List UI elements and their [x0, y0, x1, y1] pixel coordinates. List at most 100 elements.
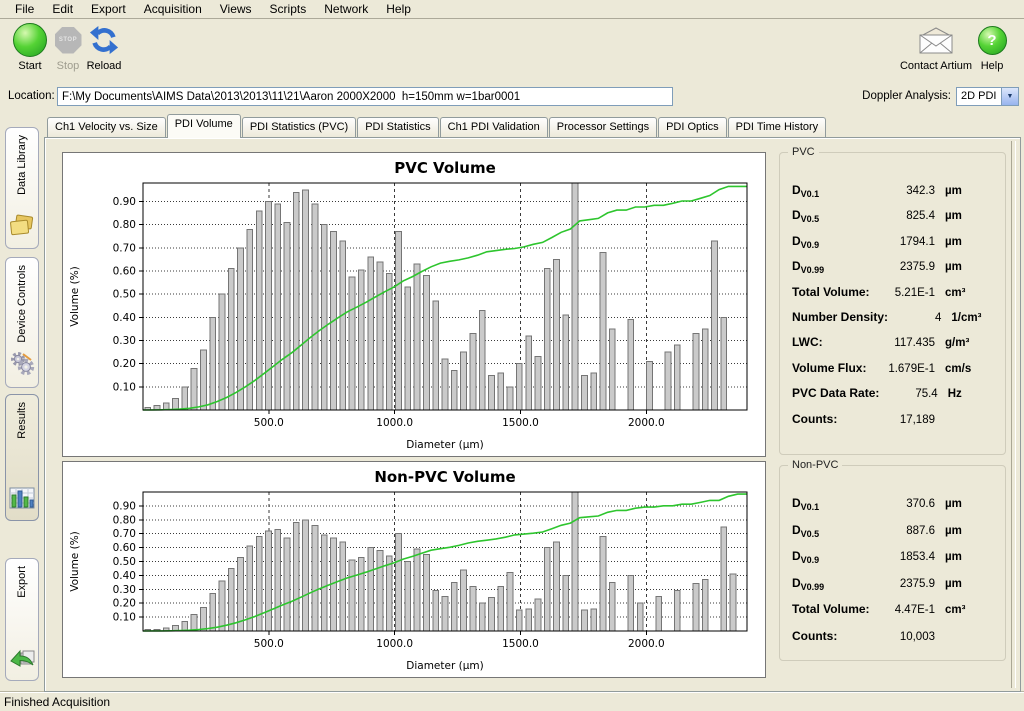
location-input[interactable] [57, 87, 673, 106]
stat-label: DV0.9 [792, 549, 873, 565]
stat-value: 1794.1 [873, 236, 935, 248]
toolbar: Start STOP Stop Reload [0, 20, 1024, 82]
doppler-analysis-label: Doppler Analysis: [775, 90, 951, 102]
svg-text:Diameter (µm): Diameter (µm) [406, 439, 483, 451]
stat-row: Number Density:41/cm³ [792, 310, 991, 335]
stat-value: 2375.9 [873, 261, 935, 273]
stat-row: Volume Flux:1.679E-1cm/s [792, 361, 991, 386]
tab-pdi-optics[interactable]: PDI Optics [658, 117, 727, 138]
stat-label: DV0.9 [792, 234, 873, 250]
stat-row: DV0.992375.9µm [792, 576, 991, 603]
svg-text:0.40: 0.40 [113, 312, 136, 324]
svg-text:0.70: 0.70 [113, 242, 136, 254]
sidebar-item-device-controls[interactable]: Device Controls [5, 257, 39, 388]
stat-unit: µm [945, 236, 991, 248]
stat-value: 342.3 [873, 185, 935, 197]
menu-item-help[interactable]: Help [377, 1, 420, 17]
stat-row: DV0.91794.1 µm [792, 234, 991, 259]
tab-pdi-statistics[interactable]: PDI Statistics [357, 117, 438, 138]
tab-ch1-pdi-validation[interactable]: Ch1 PDI Validation [440, 117, 548, 138]
sidebar: Data Library Device Controls [0, 114, 44, 692]
svg-text:0.20: 0.20 [113, 598, 136, 610]
stat-value: 1853.4 [873, 551, 935, 563]
stat-label: Total Volume: [792, 285, 873, 299]
stat-label: DV0.5 [792, 208, 873, 224]
svg-text:0.40: 0.40 [113, 570, 136, 582]
reload-button[interactable]: Reload [76, 22, 132, 80]
tab-processor-settings[interactable]: Processor Settings [549, 117, 657, 138]
svg-text:PVC Volume: PVC Volume [394, 159, 496, 177]
nonpvc-panel-title: Non-PVC [788, 459, 842, 471]
charts-container: PVC Volume0.100.200.300.400.500.600.700.… [62, 152, 768, 711]
tab-pdi-statistics-pvc-[interactable]: PDI Statistics (PVC) [242, 117, 356, 138]
tab-ch1-velocity-vs-size[interactable]: Ch1 Velocity vs. Size [47, 117, 166, 138]
folder-icon [9, 213, 35, 242]
panel-groove [1011, 141, 1016, 688]
pvc-volume-chart: PVC Volume0.100.200.300.400.500.600.700.… [62, 152, 766, 457]
start-label: Start [18, 60, 41, 72]
menu-item-scripts[interactable]: Scripts [261, 1, 316, 17]
svg-text:0.30: 0.30 [113, 335, 136, 347]
stat-row: DV0.1370.6 µm [792, 496, 991, 523]
stat-unit: µm [945, 578, 991, 590]
stat-label: DV0.99 [792, 576, 873, 592]
svg-text:0.30: 0.30 [113, 584, 136, 596]
sidebar-item-export[interactable]: Export [5, 558, 39, 681]
stat-value: 887.6 [873, 525, 935, 537]
device-controls-label: Device Controls [16, 265, 28, 343]
stat-unit: µm [945, 498, 991, 510]
menu-item-file[interactable]: File [6, 1, 43, 17]
svg-text:0.10: 0.10 [113, 381, 136, 393]
stat-row: Total Volume:4.47E-1cm³ [792, 602, 991, 629]
sidebar-item-data-library[interactable]: Data Library [5, 127, 39, 249]
help-label: Help [981, 60, 1004, 72]
svg-text:0.90: 0.90 [113, 196, 136, 208]
menu-item-edit[interactable]: Edit [43, 1, 82, 17]
nonpvc-volume-chart: Non-PVC Volume0.100.200.300.400.500.600.… [62, 461, 766, 678]
stat-value: 1.679E-1 [873, 363, 935, 375]
content-area: Ch1 Velocity vs. SizePDI VolumePDI Stati… [44, 116, 1021, 692]
stat-value: 370.6 [873, 498, 935, 510]
bar-chart-icon [9, 487, 35, 514]
stat-row: Counts:17,189 [792, 412, 991, 437]
doppler-analysis-select[interactable]: 2D PDI ▼ [956, 87, 1019, 106]
stat-value: 4.47E-1 [873, 604, 935, 616]
tab-pdi-volume[interactable]: PDI Volume [167, 114, 241, 138]
stat-unit: Hz [948, 388, 991, 400]
menu-item-acquisition[interactable]: Acquisition [135, 1, 211, 17]
svg-text:0.60: 0.60 [113, 542, 136, 554]
tab-pdi-time-history[interactable]: PDI Time History [728, 117, 827, 138]
svg-text:500.0: 500.0 [254, 638, 284, 650]
stat-row: PVC Data Rate:75.4Hz [792, 386, 991, 411]
svg-text:1500.0: 1500.0 [502, 417, 539, 429]
stat-unit: µm [945, 551, 991, 563]
svg-text:1500.0: 1500.0 [502, 638, 539, 650]
stat-value: 10,003 [873, 631, 935, 643]
svg-text:1000.0: 1000.0 [376, 638, 413, 650]
svg-text:0.80: 0.80 [113, 514, 136, 526]
stat-value: 75.4 [879, 388, 937, 400]
svg-text:2000.0: 2000.0 [628, 417, 665, 429]
tab-strip: Ch1 Velocity vs. SizePDI VolumePDI Stati… [47, 116, 1021, 138]
menu-item-views[interactable]: Views [211, 1, 261, 17]
nonpvc-stats-panel: Non-PVC DV0.1370.6µmDV0.5887.6µmDV0.9185… [779, 465, 1006, 661]
contact-artium-label: Contact Artium [900, 60, 972, 72]
help-button[interactable]: ? Help [966, 22, 1018, 80]
gears-icon [9, 350, 35, 381]
svg-text:0.10: 0.10 [113, 612, 136, 624]
stat-row: DV0.5887.6µm [792, 523, 991, 550]
menu-item-export[interactable]: Export [82, 1, 135, 17]
chevron-down-icon[interactable]: ▼ [1001, 88, 1018, 105]
location-row: Location: Doppler Analysis: 2D PDI ▼ [0, 84, 1024, 112]
stat-value: 5.21E-1 [873, 287, 935, 299]
stat-label: Counts: [792, 412, 873, 426]
stat-row: LWC:117.435g/m³ [792, 335, 991, 360]
contact-artium-button[interactable]: Contact Artium [905, 22, 967, 80]
reload-icon [89, 22, 119, 58]
stat-unit: µm [945, 525, 991, 537]
stat-label: DV0.1 [792, 183, 873, 199]
menu-item-network[interactable]: Network [315, 1, 377, 17]
sidebar-item-results[interactable]: Results [5, 394, 39, 521]
svg-text:Volume (%): Volume (%) [69, 266, 81, 327]
stat-label: DV0.1 [792, 496, 873, 512]
